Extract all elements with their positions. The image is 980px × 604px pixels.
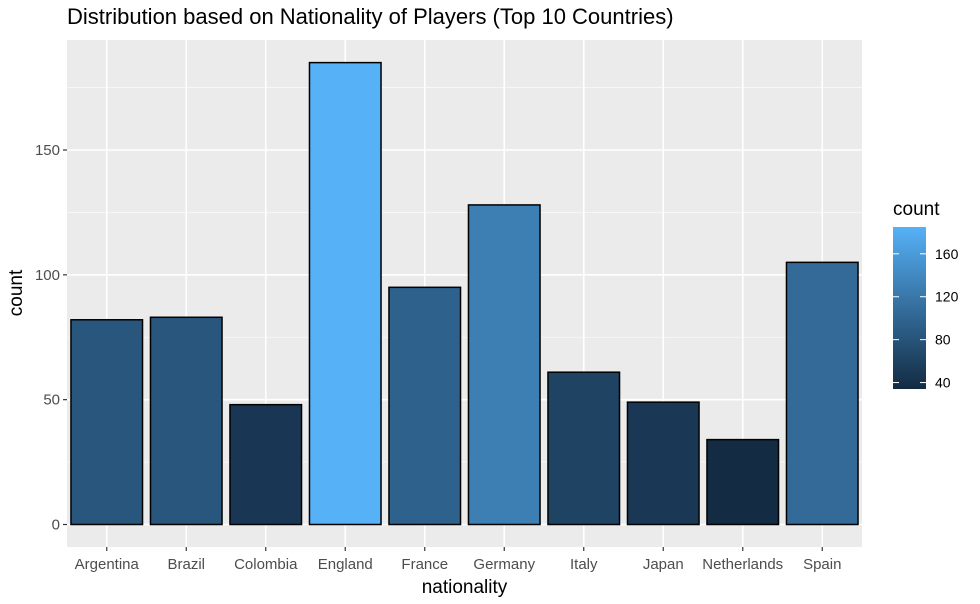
y-axis: 0 50 100 150 — [35, 142, 67, 534]
bar-england — [308, 61, 382, 526]
bar-italy — [547, 371, 621, 526]
y-tick-label: 100 — [35, 267, 60, 284]
legend: count 40 80 120 160 — [893, 199, 959, 391]
x-tick-label: France — [401, 556, 448, 573]
x-tick-label: Argentina — [75, 556, 140, 573]
bar-spain — [785, 261, 859, 526]
legend-title: count — [893, 199, 940, 220]
y-axis-title: count — [6, 269, 27, 316]
x-tick-label: Colombia — [234, 556, 298, 573]
y-tick-label: 50 — [43, 392, 60, 409]
bar-netherlands — [706, 438, 780, 526]
x-axis: Argentina Brazil Colombia England France Germ… — [75, 547, 841, 573]
legend-tick-label: 120 — [935, 289, 959, 305]
bars — [70, 61, 859, 526]
y-tick-label: 0 — [52, 517, 60, 534]
bar-argentina — [70, 319, 144, 526]
bar-colombia — [229, 403, 303, 526]
legend-ticks: 40 80 120 160 — [893, 246, 959, 391]
x-tick-label: Germany — [473, 556, 535, 573]
x-tick-label: Japan — [643, 556, 684, 573]
bar-brazil — [149, 316, 223, 526]
chart-title: Distribution based on Nationality of Pla… — [67, 4, 674, 29]
x-tick-label: Brazil — [167, 556, 205, 573]
x-tick-label: Spain — [803, 556, 841, 573]
bar-france — [388, 286, 462, 526]
x-tick-label: Netherlands — [702, 556, 783, 573]
legend-colorbar — [893, 227, 926, 389]
x-tick-label: England — [318, 556, 373, 573]
x-axis-title: nationality — [422, 577, 508, 598]
x-tick-label: Italy — [570, 556, 598, 573]
legend-tick-label: 80 — [935, 332, 951, 348]
bar-japan — [626, 401, 700, 526]
legend-tick-label: 160 — [935, 246, 959, 262]
bar-germany — [467, 204, 541, 526]
y-tick-label: 150 — [35, 142, 60, 159]
legend-tick-label: 40 — [935, 375, 951, 391]
